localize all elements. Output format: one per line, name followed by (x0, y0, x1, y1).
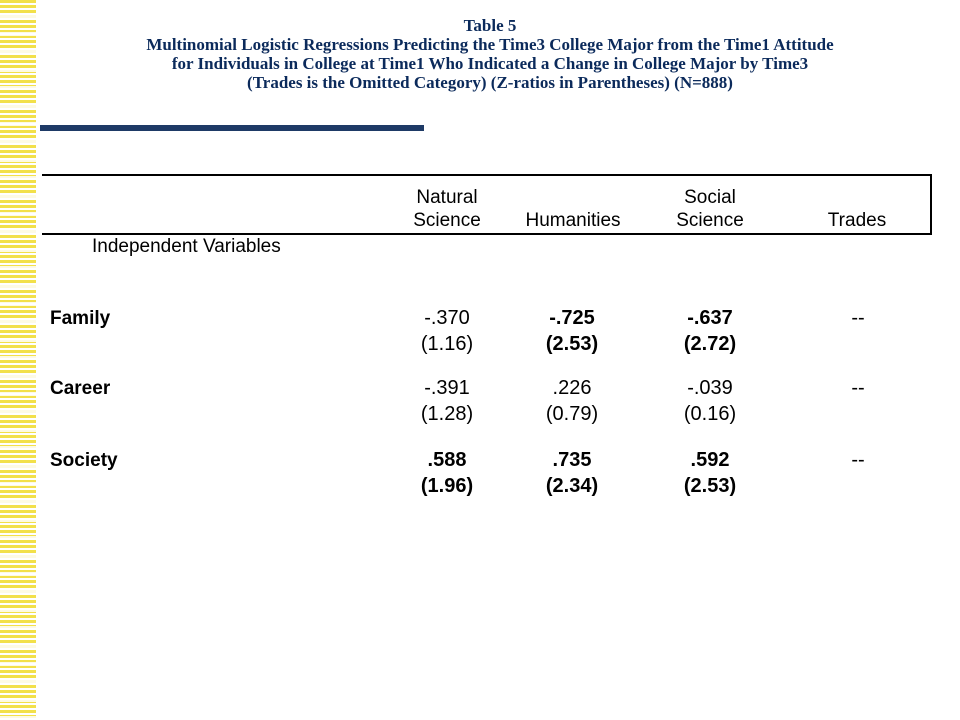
z-ratio: (0.79) (545, 403, 599, 425)
column-header-natural-science: Natural Science (392, 186, 502, 232)
z-ratio: (1.28) (420, 403, 474, 425)
cell-family-social-science: -.637 (2.72) (655, 305, 765, 357)
column-header-line: Natural (416, 187, 478, 208)
column-header-line: Science (413, 210, 481, 231)
cell-career-trades: -- (803, 375, 913, 401)
row-label-family: Family (50, 308, 111, 329)
z-ratio: (1.96) (420, 475, 474, 497)
z-ratio: (0.16) (683, 403, 737, 425)
column-header-line (802, 186, 912, 209)
accent-bar (40, 125, 424, 131)
column-header-line: Social (684, 187, 736, 208)
table-header-rule (42, 233, 932, 235)
table-top-right-edge (930, 174, 932, 235)
coefficient: -- (851, 449, 865, 471)
row-label-society: Society (50, 450, 118, 471)
cell-career-natural-science: -.391 (1.28) (392, 375, 502, 427)
table-title: Table 5 Multinomial Logistic Regressions… (40, 16, 940, 92)
coefficient: -.370 (424, 307, 470, 329)
coefficient: .226 (552, 377, 592, 399)
coefficient: -- (851, 377, 865, 399)
cell-society-humanities: .735 (2.34) (517, 447, 627, 499)
column-header-humanities: Humanities (508, 186, 638, 232)
z-ratio: (2.53) (545, 333, 599, 355)
cell-family-natural-science: -.370 (1.16) (392, 305, 502, 357)
z-ratio: (1.16) (420, 333, 474, 355)
z-ratio: (2.72) (683, 333, 737, 355)
column-header-social-science: Social Science (655, 186, 765, 232)
coefficient: -.637 (687, 307, 733, 329)
column-header-line: Humanities (525, 210, 621, 231)
column-header-line: Trades (827, 210, 887, 231)
column-header-line (508, 186, 638, 209)
z-ratio: (2.34) (545, 475, 599, 497)
decorative-left-stripe (0, 0, 36, 720)
cell-career-humanities: .226 (0.79) (517, 375, 627, 427)
cell-family-trades: -- (803, 305, 913, 331)
cell-career-social-science: -.039 (0.16) (655, 375, 765, 427)
coefficient: -.039 (687, 377, 733, 399)
coefficient: -- (851, 307, 865, 329)
cell-society-natural-science: .588 (1.96) (392, 447, 502, 499)
coefficient: -.725 (549, 307, 595, 329)
z-ratio: (2.53) (683, 475, 737, 497)
coefficient: .735 (552, 449, 592, 471)
coefficient: .588 (427, 449, 467, 471)
row-header-independent-variables: Independent Variables (92, 236, 281, 257)
row-label-career: Career (50, 378, 111, 399)
cell-society-social-science: .592 (2.53) (655, 447, 765, 499)
cell-family-humanities: -.725 (2.53) (517, 305, 627, 357)
column-header-trades: Trades (802, 186, 912, 232)
title-line-2: Multinomial Logistic Regressions Predict… (146, 35, 834, 54)
title-line-1: Table 5 (463, 16, 517, 35)
column-header-line: Science (676, 210, 744, 231)
cell-society-trades: -- (803, 447, 913, 473)
coefficient: .592 (690, 449, 730, 471)
table-top-rule (42, 174, 932, 176)
coefficient: -.391 (424, 377, 470, 399)
title-line-3: for Individuals in College at Time1 Who … (171, 54, 809, 73)
title-line-4: (Trades is the Omitted Category) (Z-rati… (247, 73, 733, 92)
